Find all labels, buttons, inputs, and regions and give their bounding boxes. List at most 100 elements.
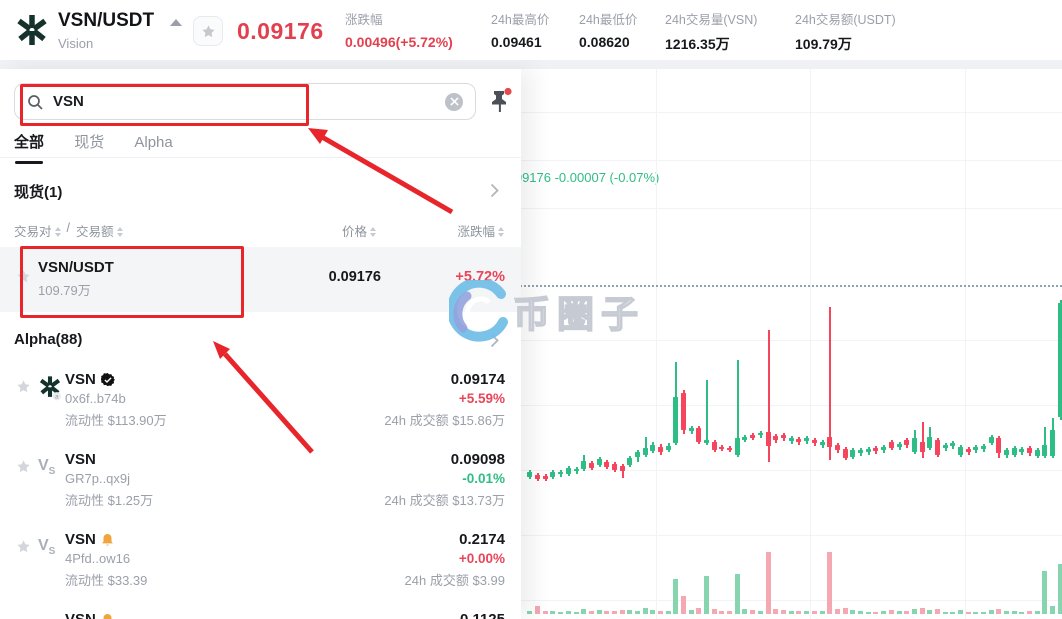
volume-bar xyxy=(866,612,871,614)
candle xyxy=(827,437,832,447)
row-turnover: 109.79万 xyxy=(38,283,91,298)
volume-bar xyxy=(796,611,801,614)
row-price: 0.09176 xyxy=(328,269,381,285)
pair-title[interactable]: VSN/USDT xyxy=(58,10,155,31)
candle xyxy=(966,449,971,452)
candle xyxy=(643,448,648,455)
favorite-button[interactable] xyxy=(193,16,223,46)
tab-alpha[interactable]: Alpha xyxy=(134,134,173,151)
star-icon[interactable] xyxy=(16,379,31,399)
sort-icon xyxy=(370,227,376,237)
candle xyxy=(835,445,840,450)
candle-wick xyxy=(705,380,708,445)
candle xyxy=(704,440,709,443)
search-input[interactable] xyxy=(51,92,445,111)
candle xyxy=(1042,445,1047,456)
pin-button[interactable] xyxy=(487,87,513,117)
volume-bar xyxy=(973,612,978,614)
candle xyxy=(881,447,886,450)
candle xyxy=(989,437,994,443)
token-address: GR7p..qx9j xyxy=(65,471,131,486)
ticker-header: VSN/USDT Vision 0.09176 涨跌幅 0.00496(+5.7… xyxy=(0,0,1062,60)
search-dropdown-panel: 全部 现货 Alpha 现货(1) 交易对 / 交易额 价格 涨跌幅 VSN/U… xyxy=(0,69,521,619)
candle xyxy=(973,447,978,450)
volume-bar xyxy=(881,611,886,614)
candle xyxy=(866,449,871,452)
volume-bar xyxy=(1035,611,1040,614)
vsn-logo-icon xyxy=(16,13,48,52)
star-icon[interactable] xyxy=(16,539,31,559)
volume-bar xyxy=(920,608,925,614)
tab-spot[interactable]: 现货 xyxy=(74,134,105,151)
search-box[interactable] xyxy=(14,83,476,120)
volume-bar xyxy=(712,609,717,614)
alpha-row-3[interactable]: VS VSN 4Pfd..ow16 流动性 $33.39 0.2174 +0.0… xyxy=(0,525,521,605)
col-price[interactable]: 价格 xyxy=(342,221,376,240)
sort-icon xyxy=(498,227,504,237)
alpha-row-4[interactable]: VSN 0.1125 xyxy=(0,605,521,619)
candle-wick xyxy=(921,422,924,458)
verified-badge-icon xyxy=(100,372,115,386)
col-change[interactable]: 涨跌幅 xyxy=(457,221,504,240)
candle-wick xyxy=(767,330,770,462)
alpha-section-chevron[interactable] xyxy=(490,333,499,353)
candle xyxy=(681,393,686,430)
spot-result-row-vsnusdt[interactable]: VSN/USDT 109.79万 0.09176 +5.72% xyxy=(0,247,521,312)
candle xyxy=(812,440,817,443)
token-price: 0.09098 xyxy=(450,451,505,468)
alpha-row-1[interactable]: a VSN 0x6f..b74b 流动性 $113.90万 0.09174 +5… xyxy=(0,365,521,445)
chevron-up-icon[interactable] xyxy=(170,19,182,26)
star-icon[interactable] xyxy=(16,269,31,289)
gridline xyxy=(0,160,1062,161)
search-tabs: 全部 现货 Alpha xyxy=(14,131,199,164)
star-icon[interactable] xyxy=(16,459,31,479)
candle xyxy=(620,466,625,471)
token-liquidity: 流动性 $33.39 xyxy=(65,573,148,588)
token-symbol: VSN xyxy=(65,611,96,619)
token-icon-vs: VS xyxy=(38,537,56,557)
candle xyxy=(527,472,532,477)
spot-section-title: 现货(1) xyxy=(14,184,63,201)
volume-bar xyxy=(789,611,794,614)
alpha-row-2[interactable]: VS VSN GR7p..qx9j 流动性 $1.25万 0.09098 -0.… xyxy=(0,445,521,525)
tab-all[interactable]: 全部 xyxy=(14,131,44,164)
volume-bar xyxy=(643,608,648,614)
candle xyxy=(996,438,1001,453)
pair-fullname: Vision xyxy=(58,36,94,51)
volume-bar xyxy=(773,609,778,614)
token-liquidity: 流动性 $1.25万 xyxy=(65,493,154,508)
candle xyxy=(589,463,594,468)
token-price: 0.1125 xyxy=(460,611,505,619)
token-symbol: VSN xyxy=(65,451,96,468)
candle xyxy=(1058,303,1062,417)
clear-search-button[interactable] xyxy=(445,92,463,111)
candle xyxy=(773,436,778,440)
volume-bar xyxy=(696,608,701,614)
token-volume: 24h 成交额 $13.73万 xyxy=(384,493,505,508)
candle xyxy=(635,452,640,457)
col-pair[interactable]: 交易对 xyxy=(14,221,61,240)
last-price: 0.09176 xyxy=(237,18,324,44)
token-price: 0.2174 xyxy=(459,531,505,548)
star-icon xyxy=(201,24,215,37)
stat-volume-label: 24h交易量(VSN) xyxy=(665,13,758,27)
candle xyxy=(696,428,701,442)
volume-bar xyxy=(1058,564,1062,614)
candle xyxy=(981,446,986,449)
pushpin-icon xyxy=(492,91,506,112)
volume-bar xyxy=(589,611,594,614)
candle xyxy=(904,440,909,445)
candle xyxy=(858,450,863,453)
candle-wick xyxy=(828,307,831,460)
volume-bar xyxy=(935,609,940,614)
candle-wick xyxy=(621,464,624,478)
candle xyxy=(650,445,655,451)
col-amount[interactable]: 交易额 xyxy=(76,221,123,240)
volume-bar xyxy=(996,609,1001,614)
stat-change: 涨跌幅 0.00496(+5.72%) xyxy=(345,9,453,50)
candle xyxy=(912,438,917,452)
volume-bar xyxy=(535,606,540,614)
spot-section-chevron[interactable] xyxy=(490,183,499,203)
candle xyxy=(843,449,848,458)
candle xyxy=(727,448,732,450)
